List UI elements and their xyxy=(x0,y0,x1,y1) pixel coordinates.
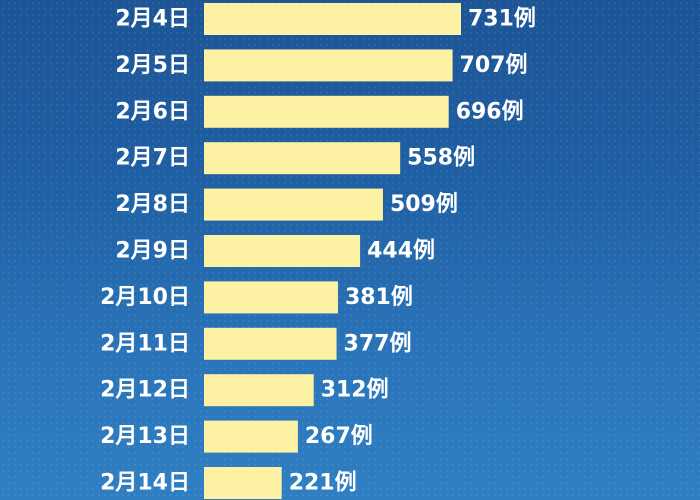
value-label: 558例 xyxy=(407,146,475,171)
category-label: 2月12日 xyxy=(100,378,190,403)
bar xyxy=(204,3,461,35)
bar xyxy=(204,188,383,221)
category-label: 2月5日 xyxy=(115,53,190,78)
value-label: 312例 xyxy=(321,378,389,403)
category-label: 2月14日 xyxy=(100,471,190,496)
value-label: 267例 xyxy=(305,424,373,449)
bar xyxy=(204,420,298,453)
category-label: 2月7日 xyxy=(115,146,190,171)
category-label: 2月9日 xyxy=(115,239,190,264)
bar xyxy=(204,142,401,175)
bar xyxy=(204,467,282,499)
bar xyxy=(204,49,453,82)
value-label: 696例 xyxy=(456,99,524,124)
bar xyxy=(204,235,361,267)
value-label: 444例 xyxy=(367,239,435,264)
category-label: 2月4日 xyxy=(115,7,190,32)
value-label: 377例 xyxy=(344,331,412,356)
category-label: 2月10日 xyxy=(100,285,190,310)
bar xyxy=(204,95,449,128)
bar xyxy=(204,281,338,314)
value-label: 381例 xyxy=(345,285,413,310)
bar xyxy=(204,374,314,407)
bar xyxy=(204,327,337,360)
value-label: 707例 xyxy=(460,53,528,78)
category-label: 2月8日 xyxy=(115,192,190,217)
category-label: 2月6日 xyxy=(115,99,190,124)
category-label: 2月13日 xyxy=(100,424,190,449)
value-label: 731例 xyxy=(468,7,536,32)
value-label: 221例 xyxy=(289,471,357,496)
value-label: 509例 xyxy=(390,192,458,217)
category-label: 2月11日 xyxy=(100,331,190,356)
